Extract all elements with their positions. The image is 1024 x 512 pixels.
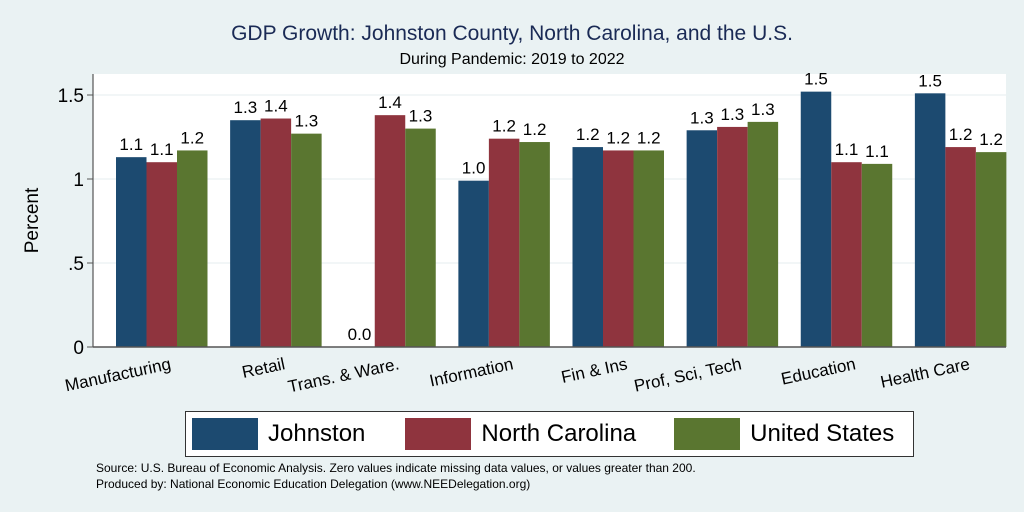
legend-label: United States <box>750 420 895 447</box>
x-tick-label: Retail <box>240 354 286 382</box>
legend-item-united-states: United States <box>674 418 894 450</box>
x-tick-label: Trans. & Ware. <box>286 354 401 396</box>
bar-united-states <box>861 163 893 347</box>
bar-johnston <box>230 120 261 347</box>
bar-north-carolina <box>374 115 406 347</box>
produced-by-note: Produced by: National Economic Education… <box>96 477 531 491</box>
data-label: 1.4 <box>264 97 288 116</box>
bar-johnston <box>686 130 718 347</box>
data-label: 1.1 <box>119 135 143 154</box>
legend-swatch-united-states <box>674 418 741 450</box>
data-label: 1.2 <box>949 125 973 144</box>
chart-title: GDP Growth: Johnston County, North Carol… <box>231 22 793 45</box>
y-tick-label: 1.5 <box>58 86 84 107</box>
bar-north-carolina <box>488 138 520 347</box>
data-label: 1.2 <box>606 128 630 147</box>
bar-north-carolina <box>717 126 748 347</box>
x-tick-label: Manufacturing <box>63 354 172 395</box>
data-label: 1.3 <box>409 107 433 126</box>
x-tick-label: Education <box>779 354 857 388</box>
data-label: 1.5 <box>918 71 942 90</box>
bar-united-states <box>519 142 550 347</box>
data-label: 1.3 <box>751 100 775 119</box>
source-note: Source: U.S. Bureau of Economic Analysis… <box>96 461 696 475</box>
legend-label: Johnston <box>268 420 366 447</box>
data-label: 1.0 <box>462 159 486 178</box>
bar-johnston <box>572 147 603 347</box>
bar-north-carolina <box>146 162 177 347</box>
data-label: 1.3 <box>234 98 258 117</box>
legend-item-johnston: Johnston <box>192 418 365 450</box>
x-tick-label: Prof, Sci, Tech <box>632 354 743 395</box>
legend-item-north-carolina: North Carolina <box>405 418 636 450</box>
data-label: 1.1 <box>835 140 859 159</box>
data-label: 1.4 <box>378 93 402 112</box>
bar-north-carolina <box>831 162 862 347</box>
data-label: 1.3 <box>690 108 714 127</box>
legend: Johnston North Carolina United States <box>185 411 914 457</box>
data-label: 1.1 <box>150 140 174 159</box>
bar-johnston <box>458 180 489 347</box>
legend-label: North Carolina <box>481 420 637 447</box>
data-label: 1.2 <box>979 130 1003 149</box>
y-tick-label: .5 <box>68 254 84 275</box>
data-label: 1.2 <box>180 128 204 147</box>
x-tick-label: Information <box>428 354 515 390</box>
y-tick-label: 0 <box>73 338 84 359</box>
bar-johnston <box>800 91 832 347</box>
bar-north-carolina <box>945 147 976 347</box>
data-label: 1.3 <box>721 105 745 124</box>
bar-united-states <box>291 133 322 347</box>
y-tick-label: 1 <box>73 170 84 191</box>
bar-johnston <box>116 157 147 347</box>
bar-united-states <box>177 150 208 347</box>
data-label: 1.5 <box>804 70 828 89</box>
bar-united-states <box>633 150 664 347</box>
bar-united-states <box>405 128 436 347</box>
bar-north-carolina <box>603 150 634 347</box>
y-axis-label: Percent <box>22 187 43 253</box>
data-label: 1.2 <box>492 117 516 136</box>
data-label: 0.0 <box>348 325 372 344</box>
x-tick-label: Health Care <box>879 354 972 391</box>
data-label: 1.2 <box>637 128 661 147</box>
bar-united-states <box>975 152 1007 347</box>
bar-johnston <box>914 93 946 347</box>
chart-subtitle: During Pandemic: 2019 to 2022 <box>399 51 625 68</box>
x-tick-label: Fin & Ins <box>560 354 630 387</box>
data-label: 1.1 <box>865 142 889 161</box>
legend-swatch-johnston <box>192 418 258 450</box>
legend-swatch-north-carolina <box>405 418 472 450</box>
data-label: 1.2 <box>523 120 547 139</box>
bar-united-states <box>747 121 779 347</box>
data-label: 1.2 <box>576 125 600 144</box>
bar-north-carolina <box>260 118 292 348</box>
data-label: 1.3 <box>295 112 319 131</box>
